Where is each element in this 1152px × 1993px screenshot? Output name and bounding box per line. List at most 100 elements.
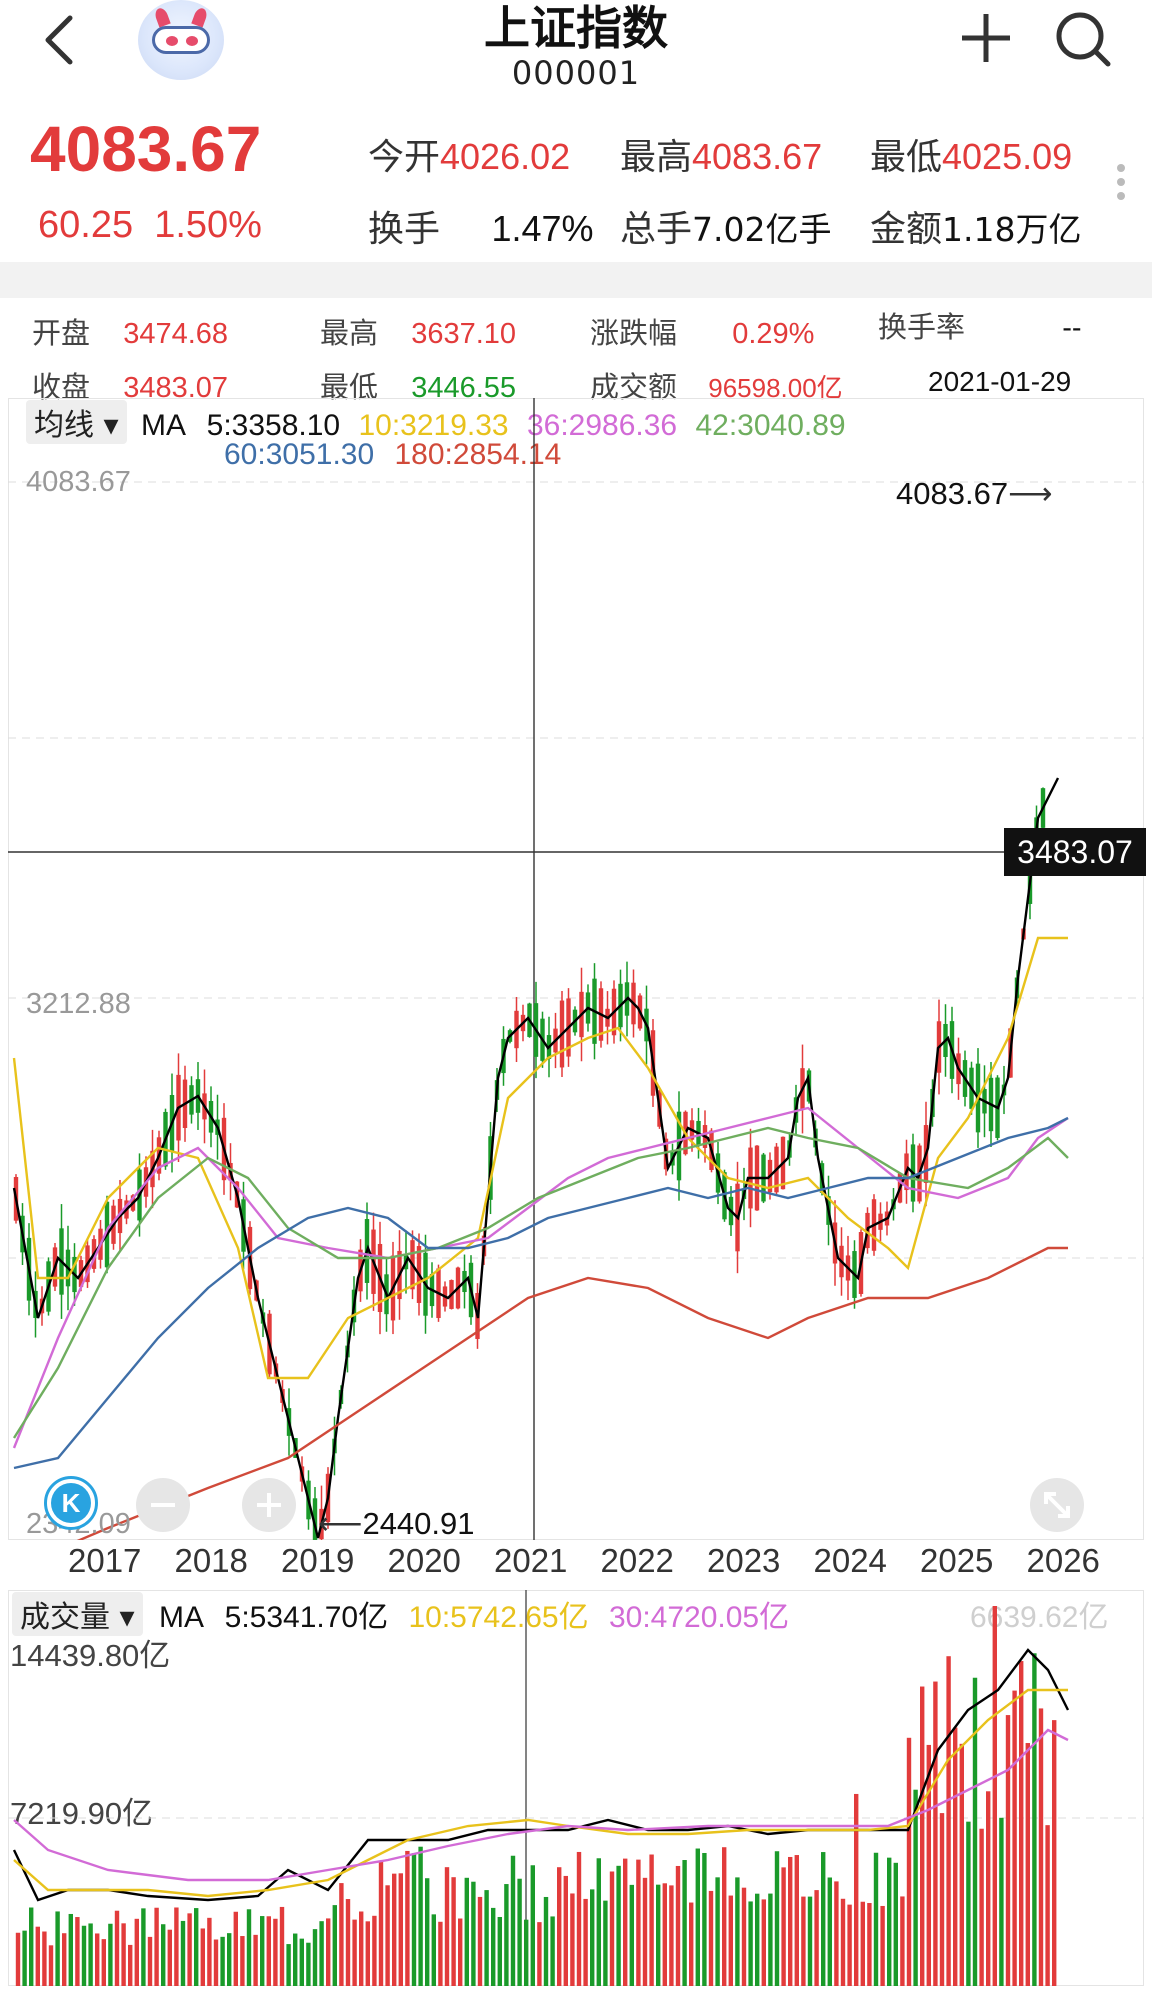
volume-bar: [774, 1851, 780, 1986]
volume-bar: [260, 1916, 265, 1986]
kline-toggle-icon[interactable]: K: [44, 1476, 98, 1530]
zoom-out-icon[interactable]: [136, 1478, 190, 1532]
volume-bar: [847, 1904, 852, 1986]
divider: [0, 262, 1152, 298]
info-date: 2021-01-29: [928, 364, 1071, 398]
volume-bar: [81, 1925, 87, 1986]
amount-label: 金额: [870, 209, 943, 250]
price-chart-panel[interactable]: [8, 398, 1144, 1540]
change-percent: 1.50%: [154, 204, 262, 246]
volume-bar: [662, 1883, 667, 1986]
volume-bar: [669, 1885, 674, 1986]
volume-bar: [741, 1887, 747, 1986]
volume-bar: [642, 1877, 648, 1986]
volume-bar: [880, 1905, 885, 1986]
fullscreen-icon[interactable]: [1030, 1478, 1084, 1532]
volume-bar: [939, 1813, 945, 1986]
volume-bar: [629, 1884, 634, 1986]
volume-bar: [312, 1929, 318, 1986]
volume-bar: [656, 1884, 661, 1986]
change-value: 60.25: [38, 204, 134, 246]
volume-label: 总手: [620, 209, 693, 250]
ma180-line: [76, 1246, 1068, 1540]
volume-bar: [240, 1936, 245, 1986]
volume-bar: [530, 1865, 535, 1986]
volume-bar: [834, 1881, 839, 1986]
volume-bar: [959, 1743, 964, 1986]
volume-bar: [279, 1906, 285, 1986]
volume-bar: [464, 1877, 469, 1986]
candle-body: [312, 1498, 318, 1540]
indicator-dropdown[interactable]: 均线 ▾: [26, 400, 127, 444]
ma60-line: [13, 1116, 1069, 1470]
ma36-value: 36:2986.36: [526, 409, 678, 442]
volume-bar: [761, 1899, 766, 1986]
volume-bar: [794, 1855, 799, 1986]
volume-bar: [372, 1915, 377, 1986]
volume-bar: [590, 1889, 595, 1986]
volume-bar: [405, 1850, 410, 1986]
indicator-label: 均线: [34, 408, 94, 443]
volume-bar: [319, 1921, 324, 1986]
volume-bar: [807, 1896, 813, 1986]
turnover-value: 1.47%: [491, 208, 594, 249]
volume-bar: [48, 1945, 54, 1986]
current-price: 4083.67: [30, 113, 262, 185]
price-legend-row-1: 均线 ▾ MA 5:3358.10 10:3219.33 36:2986.36 …: [26, 400, 846, 444]
volume-bar: [768, 1893, 773, 1986]
volume-bar: [827, 1877, 832, 1986]
add-icon[interactable]: [956, 8, 1016, 68]
info-turn-label: 换手率: [878, 310, 966, 344]
zoom-in-icon[interactable]: [242, 1478, 296, 1532]
back-icon[interactable]: [36, 12, 86, 68]
more-icon[interactable]: [1114, 160, 1128, 204]
year-label-2023: 2023: [707, 1542, 781, 1579]
volume-bar: [576, 1851, 582, 1986]
min-annotation-value: 2440.91: [362, 1506, 475, 1541]
volume-bar: [220, 1936, 225, 1986]
open-value: 4026.02: [440, 136, 571, 177]
info-turn-value: --: [1062, 312, 1082, 344]
volume-bar: [42, 1931, 47, 1986]
info-high-value: 3637.10: [411, 318, 517, 350]
volume-bar-chart[interactable]: [8, 1590, 1144, 1986]
volume-bar: [788, 1856, 793, 1986]
volume-bar: [854, 1793, 859, 1986]
volume-bar: [1038, 1708, 1044, 1986]
volume-bar: [484, 1890, 489, 1986]
volume-bar: [286, 1944, 291, 1986]
volume-bar: [365, 1921, 370, 1986]
volume-bar: [114, 1910, 120, 1986]
volume-bar: [187, 1913, 192, 1986]
volume-bar: [378, 1861, 384, 1986]
year-label-2020: 2020: [387, 1542, 461, 1579]
year-label-2018: 2018: [174, 1542, 248, 1579]
volume-bar: [609, 1871, 615, 1986]
avatar[interactable]: [138, 0, 224, 80]
ma5-value: 5:3358.10: [206, 409, 341, 442]
volume-chart-panel[interactable]: [8, 1590, 1144, 1986]
volume-bar: [1052, 1720, 1057, 1986]
max-annotation: 4083.67⟶: [896, 476, 1053, 511]
price-candlestick-chart[interactable]: [8, 398, 1144, 1540]
volume-ma10-value: 10:5742.65亿: [408, 1601, 589, 1634]
volume-bar: [708, 1890, 714, 1986]
year-label-2021: 2021: [494, 1542, 568, 1579]
volume-bar: [194, 1908, 199, 1986]
volume-bar: [675, 1865, 681, 1986]
quote-row-2-volume: 总手7.02亿手: [620, 200, 832, 252]
info-open-label: 开盘: [32, 316, 91, 350]
ma42-value: 42:3040.89: [695, 409, 846, 442]
volume-bar: [517, 1878, 522, 1986]
volume-bar: [510, 1855, 516, 1986]
volume-bar: [154, 1907, 159, 1986]
volume-bar: [722, 1847, 727, 1986]
min-annotation: ⟵2440.91: [318, 1506, 475, 1541]
volume-bar: [253, 1934, 258, 1986]
volume-ma-label: MA: [158, 1601, 203, 1634]
volume-bar: [702, 1852, 707, 1986]
volume-indicator-dropdown[interactable]: 成交量 ▾: [12, 1592, 143, 1636]
search-icon[interactable]: [1052, 8, 1114, 70]
volume-bar: [953, 1727, 958, 1986]
volume-bar: [715, 1877, 720, 1986]
